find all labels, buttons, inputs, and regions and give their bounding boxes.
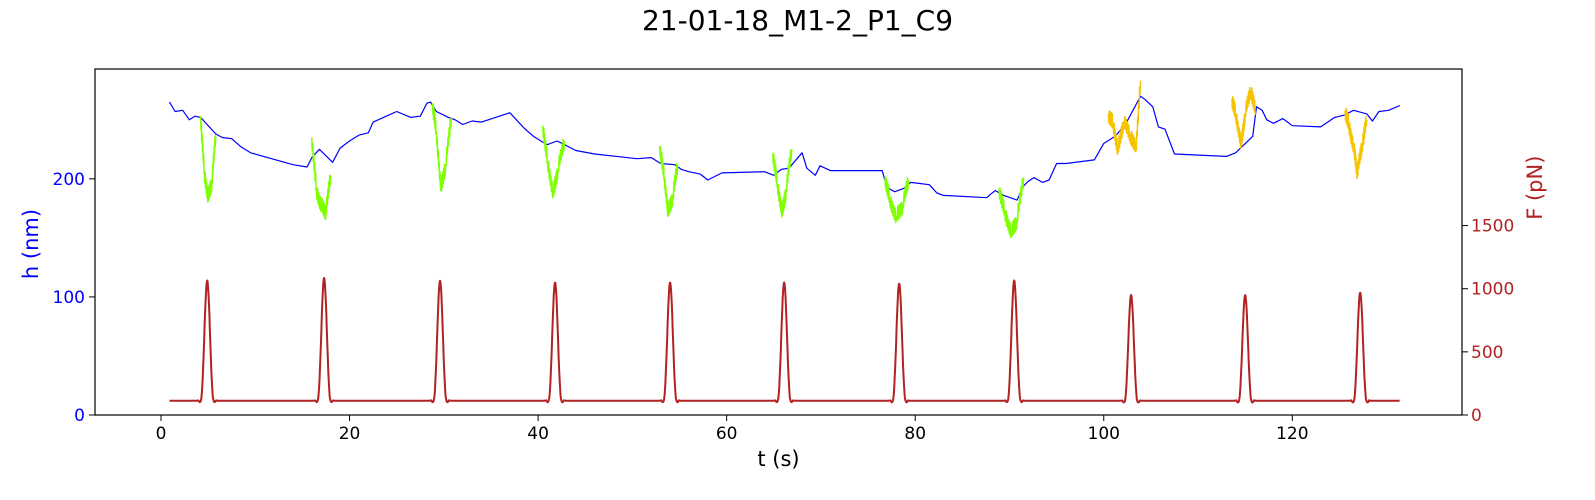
plot-frame (94, 68, 1463, 416)
x-tick-label: 0 (156, 424, 167, 444)
h_green-segment-1 (199, 116, 217, 203)
chart-title: 21-01-18_M1-2_P1_C9 (641, 4, 954, 37)
y-axis-left: 0 100 200 (53, 170, 95, 426)
y-left-tick-label: 100 (53, 288, 85, 308)
h_green-segment-8 (998, 177, 1025, 239)
x-tick-label: 80 (904, 424, 926, 444)
y-axis-right-label: F (pN) (1523, 156, 1547, 220)
x-tick-label: 20 (339, 424, 361, 444)
h_yellow-segment-2 (1231, 86, 1257, 149)
x-tick-label: 120 (1276, 424, 1308, 444)
y-right-tick-label: 1000 (1471, 280, 1514, 300)
y-left-tick-label: 0 (74, 406, 85, 426)
x-axis: 0 20 40 60 80 100 120 (156, 415, 1309, 444)
h_yellow-segment-1 (1107, 80, 1142, 156)
force-series-line (168, 277, 1401, 404)
x-axis-label: t (s) (757, 447, 799, 471)
y-left-tick-label: 200 (53, 170, 85, 190)
h_green-segment-3 (431, 103, 453, 192)
y-right-tick-label: 1500 (1471, 217, 1514, 237)
height-series-line (168, 95, 1401, 201)
h_yellow-segment-3 (1344, 107, 1368, 180)
y-axis-left-label: h (nm) (19, 209, 43, 279)
h_green-segment-7 (884, 176, 910, 224)
h_green-segment-5 (658, 145, 679, 217)
h_green-segment-2 (311, 137, 332, 221)
y-axis-right: 0 500 1000 1500 (1462, 217, 1514, 426)
x-tick-label: 60 (716, 424, 738, 444)
series-group (168, 80, 1401, 404)
h_green-segment-6 (772, 149, 793, 218)
x-tick-label: 100 (1088, 424, 1120, 444)
h_green-segment-4 (542, 125, 566, 199)
x-tick-label: 40 (527, 424, 549, 444)
y-right-tick-label: 0 (1471, 406, 1482, 426)
y-right-tick-label: 500 (1471, 343, 1503, 363)
